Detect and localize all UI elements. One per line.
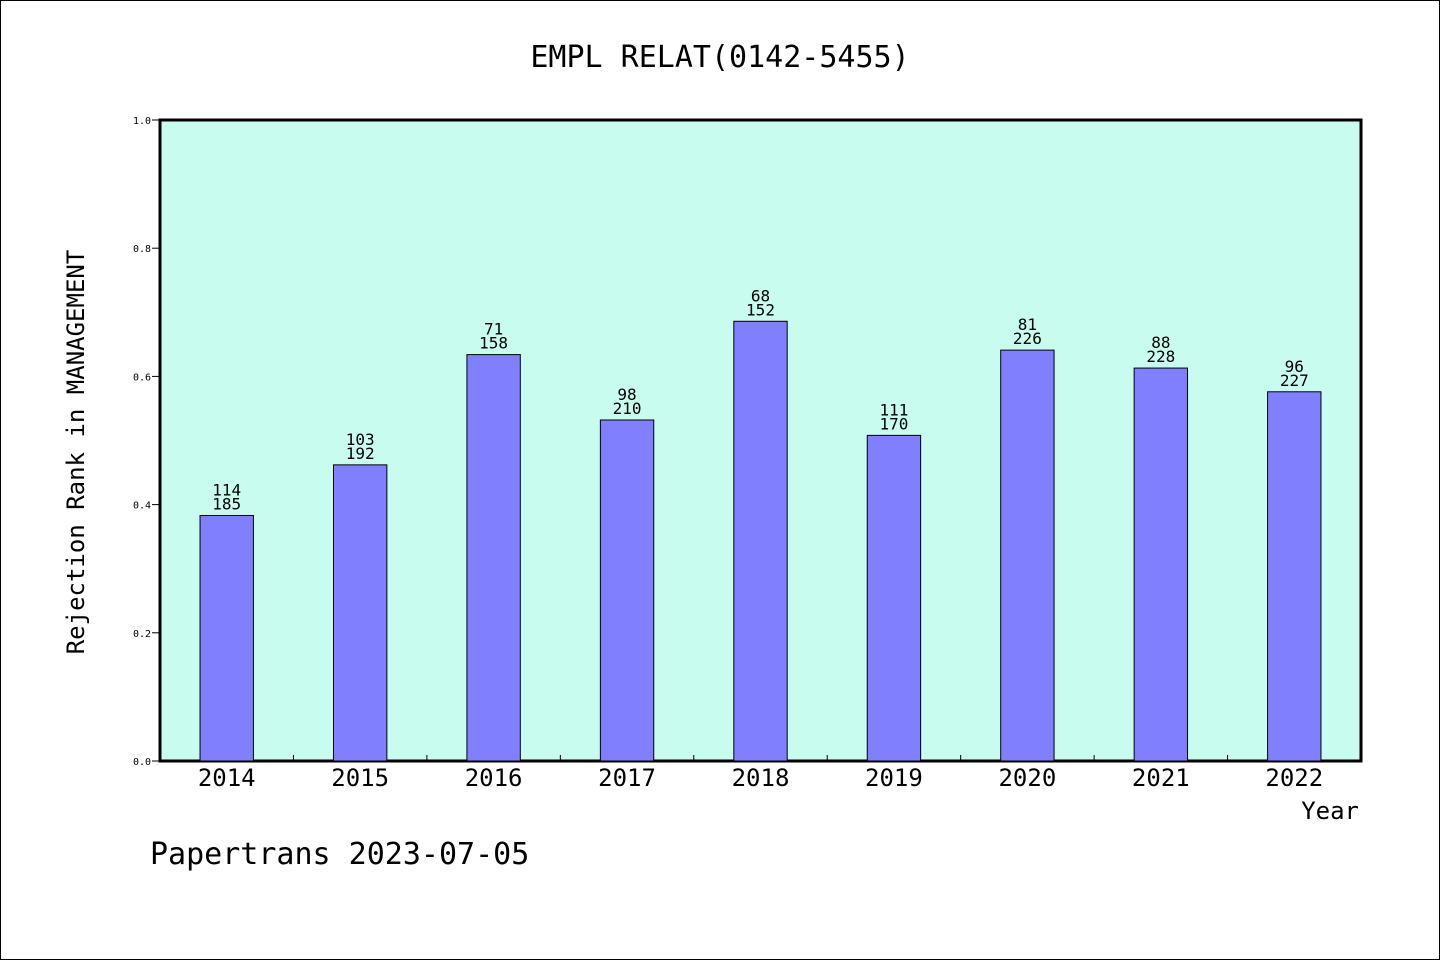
y-tick-label: 0.2 — [133, 629, 151, 640]
x-tick-label: 2014 — [198, 764, 256, 792]
x-tick-label: 2017 — [598, 764, 656, 792]
data-label-top: 96 — [1285, 357, 1304, 376]
x-tick-label: 2019 — [865, 764, 923, 792]
data-label-bottom: 228 — [1146, 347, 1175, 366]
bar-2016 — [466, 354, 521, 762]
y-axis: 0.0 0.2 0.4 0.6 0.8 1.0 — [133, 116, 160, 768]
data-label-bottom: 152 — [746, 300, 775, 319]
x-axis: 2014 2015 2016 2017 2018 2019 2020 2021 2022 — [198, 755, 1323, 792]
data-label-top: 114 — [212, 480, 241, 499]
data-label-bottom: 170 — [879, 414, 908, 433]
data-label-bottom: 158 — [479, 334, 508, 353]
bar-2021 — [1133, 367, 1189, 762]
bar-2022 — [1267, 391, 1322, 762]
data-label-bottom: 185 — [212, 494, 241, 513]
bar-2019 — [866, 434, 922, 762]
bar-2018 — [733, 320, 788, 762]
x-tick-label: 2015 — [331, 764, 389, 792]
chart-title: EMPL RELAT(0142-5455) — [530, 40, 909, 75]
data-label-top: 103 — [346, 430, 375, 449]
x-tick-label: 2022 — [1265, 764, 1323, 792]
y-tick-label: 0.6 — [133, 372, 151, 383]
data-label-top: 98 — [617, 385, 636, 404]
data-label-top: 88 — [1151, 333, 1170, 352]
x-tick-label: 2021 — [1132, 764, 1190, 792]
data-label-top: 81 — [1018, 315, 1037, 334]
data-label-bottom: 227 — [1280, 371, 1309, 390]
x-tick-label: 2016 — [465, 764, 523, 792]
data-label-top: 71 — [484, 320, 503, 339]
x-tick-label: 2018 — [732, 764, 790, 792]
bar-2017 — [599, 419, 655, 762]
y-axis-label: Rejection Rank in MANAGEMENT — [62, 250, 90, 655]
data-label-top: 111 — [879, 400, 908, 419]
bar-2015 — [332, 464, 388, 762]
data-label-bottom: 192 — [346, 444, 375, 463]
data-label-bottom: 226 — [1013, 329, 1042, 348]
data-label-top: 68 — [751, 286, 770, 305]
y-tick-label: 1.0 — [133, 116, 151, 127]
x-tick-label: 2020 — [998, 764, 1056, 792]
y-tick-label: 0.4 — [133, 501, 151, 512]
x-axis-label: Year — [1301, 797, 1359, 825]
y-tick-label: 0.0 — [133, 757, 151, 768]
data-label-bottom: 210 — [613, 399, 642, 418]
y-tick-label: 0.8 — [133, 244, 151, 255]
bar-2014 — [199, 514, 254, 762]
bar-2020 — [1000, 349, 1055, 762]
footer-credit: Papertrans 2023-07-05 — [150, 837, 529, 872]
